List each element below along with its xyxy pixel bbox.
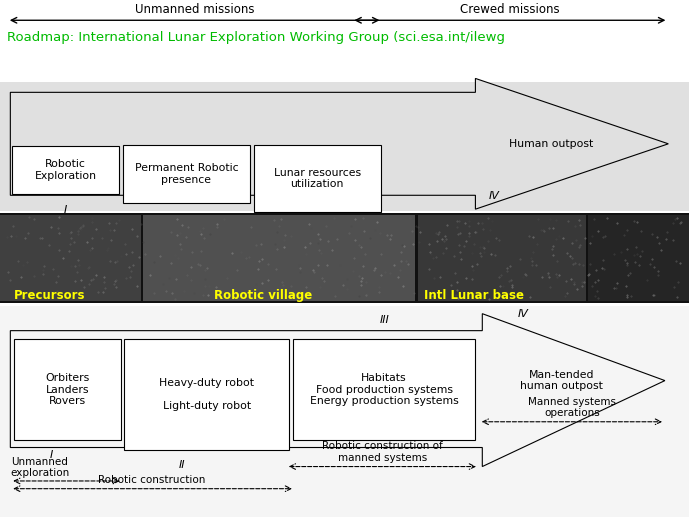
Text: Habitats
Food production systems
Energy production systems: Habitats Food production systems Energy …: [310, 373, 458, 406]
FancyBboxPatch shape: [0, 306, 689, 517]
Text: Lunar resources
utilization: Lunar resources utilization: [274, 168, 361, 189]
FancyBboxPatch shape: [123, 145, 250, 203]
Text: Crewed missions: Crewed missions: [460, 3, 559, 16]
Text: Roadmap: International Lunar Exploration Working Group (sci.esa.int/ilewg: Roadmap: International Lunar Exploration…: [7, 31, 505, 43]
FancyBboxPatch shape: [0, 214, 689, 303]
FancyBboxPatch shape: [293, 340, 475, 440]
FancyBboxPatch shape: [143, 216, 415, 301]
Text: Man-tended
human outpost: Man-tended human outpost: [520, 370, 603, 391]
Text: Unmanned
exploration: Unmanned exploration: [10, 457, 70, 478]
FancyBboxPatch shape: [418, 216, 586, 301]
FancyBboxPatch shape: [12, 146, 119, 194]
Text: Precursors: Precursors: [14, 289, 85, 302]
Polygon shape: [10, 79, 668, 209]
Text: Robotic construction of
manned systems: Robotic construction of manned systems: [322, 442, 443, 463]
Text: Intl Lunar base: Intl Lunar base: [424, 289, 524, 302]
FancyBboxPatch shape: [124, 340, 289, 450]
Text: Human outpost: Human outpost: [509, 139, 593, 149]
Text: Orbiters
Landers
Rovers: Orbiters Landers Rovers: [45, 373, 90, 406]
Text: III: III: [379, 315, 389, 325]
Text: Robotic
Exploration: Robotic Exploration: [35, 159, 96, 180]
Polygon shape: [10, 314, 665, 466]
Text: IV: IV: [518, 309, 529, 319]
Text: Permanent Robotic
presence: Permanent Robotic presence: [134, 163, 238, 185]
FancyBboxPatch shape: [14, 340, 121, 440]
Text: IV: IV: [489, 191, 500, 202]
Text: Unmanned missions: Unmanned missions: [135, 3, 254, 16]
FancyBboxPatch shape: [0, 216, 141, 301]
FancyBboxPatch shape: [254, 145, 381, 212]
Text: I: I: [50, 450, 53, 460]
FancyBboxPatch shape: [0, 82, 689, 211]
Text: Robotic village: Robotic village: [214, 289, 312, 302]
Text: I: I: [64, 205, 68, 215]
Text: II: II: [183, 215, 189, 224]
FancyBboxPatch shape: [588, 216, 689, 301]
Text: III: III: [312, 223, 322, 234]
Text: Heavy-duty robot

Light-duty robot: Heavy-duty robot Light-duty robot: [159, 378, 254, 412]
Text: II: II: [178, 460, 185, 470]
Text: Manned systems
operations: Manned systems operations: [528, 397, 616, 418]
Text: Robotic construction: Robotic construction: [98, 475, 205, 485]
